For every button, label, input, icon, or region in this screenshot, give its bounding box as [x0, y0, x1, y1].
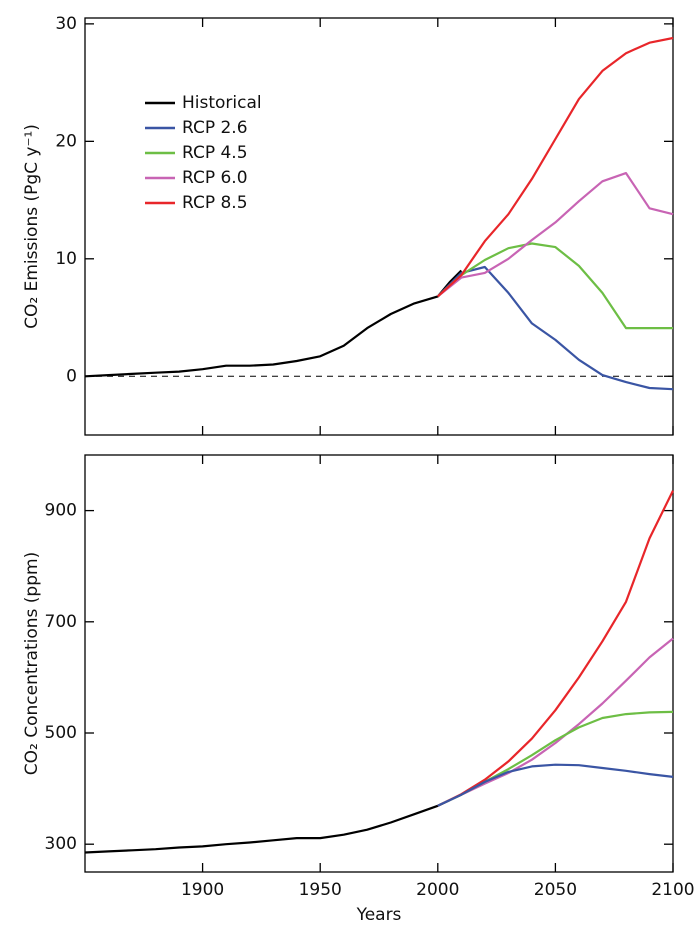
- y-tick-label: 500: [45, 723, 77, 743]
- y-tick-label: 300: [45, 834, 77, 854]
- series-line: [437, 763, 674, 807]
- x-axis-title: Years: [356, 905, 402, 925]
- series-line: [84, 269, 463, 378]
- legend-label: RCP 2.6: [182, 118, 248, 138]
- series-line: [437, 36, 674, 298]
- legend-label: RCP 8.5: [182, 193, 248, 213]
- x-tick-label: 2100: [651, 880, 694, 900]
- y-axis-title: CO₂ Concentrations (ppm): [22, 552, 42, 775]
- y-tick-label: 700: [45, 612, 77, 632]
- x-tick-label: 2000: [416, 880, 459, 900]
- series-line: [437, 637, 674, 807]
- series-line: [437, 490, 674, 807]
- x-tick-label: 1950: [299, 880, 342, 900]
- y-tick-label: 900: [45, 501, 77, 521]
- y-tick-label: 20: [55, 131, 77, 151]
- series-line: [437, 242, 673, 330]
- plot-frame: [84, 454, 674, 873]
- series-line: [437, 172, 674, 298]
- legend-label: RCP 6.0: [182, 168, 248, 188]
- x-tick-label: 1900: [181, 880, 224, 900]
- plot-frame: [84, 17, 674, 436]
- x-tick-label: 2050: [534, 880, 577, 900]
- y-tick-label: 0: [66, 366, 77, 386]
- series-line: [437, 710, 674, 807]
- legend-label: RCP 4.5: [182, 143, 248, 163]
- series-line: [437, 265, 674, 391]
- y-axis-title: CO₂ Emissions (PgC y⁻¹): [22, 124, 42, 329]
- legend-label: Historical: [182, 93, 262, 113]
- y-tick-label: 30: [55, 14, 77, 34]
- y-tick-label: 10: [55, 249, 77, 269]
- series-line: [84, 799, 451, 854]
